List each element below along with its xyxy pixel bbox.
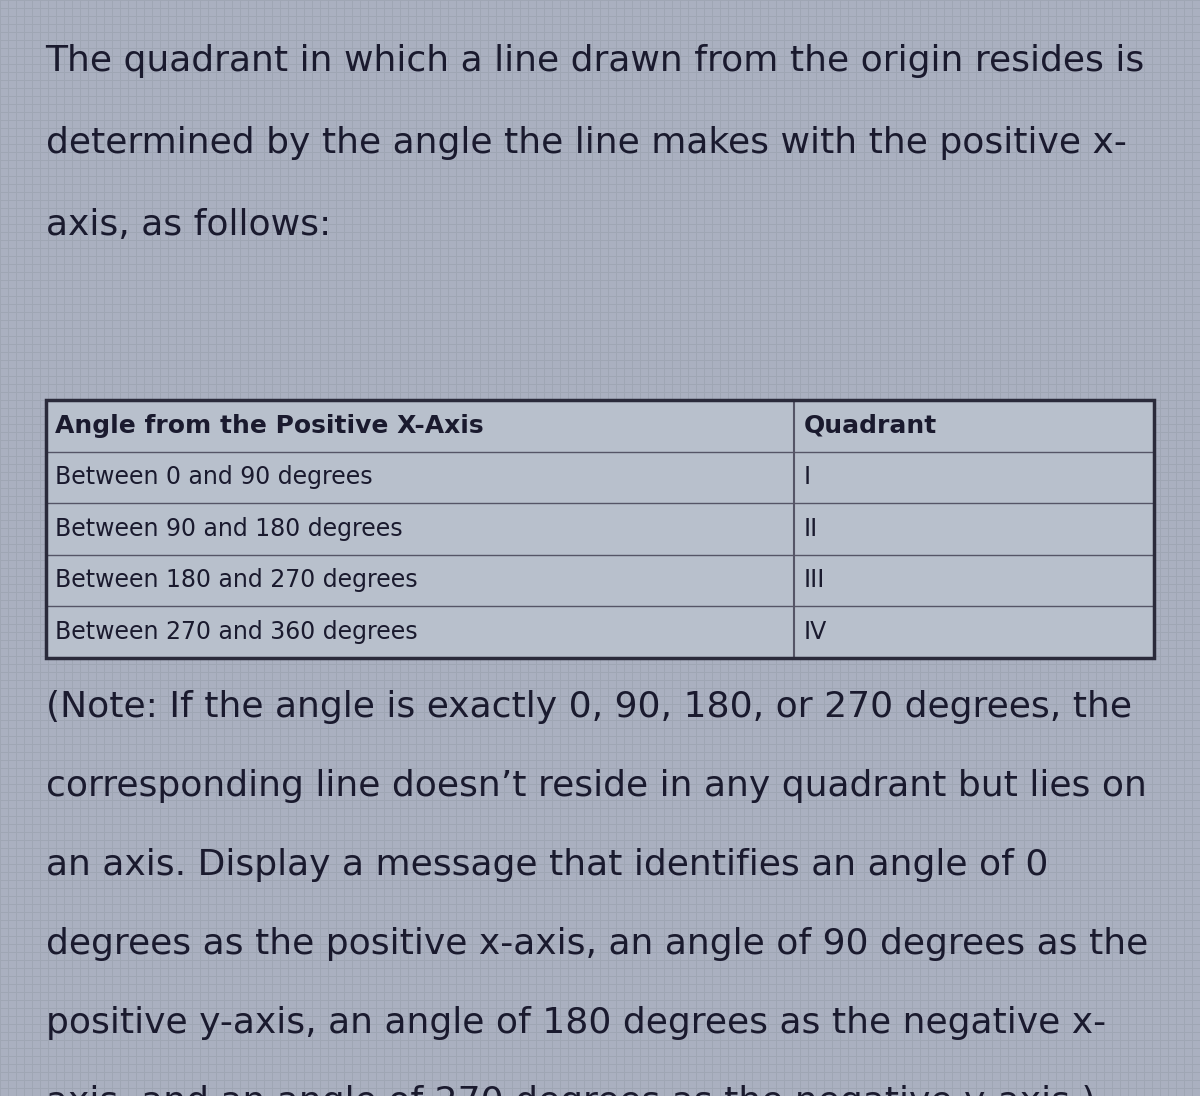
Text: II: II [804,517,818,540]
Text: Between 90 and 180 degrees: Between 90 and 180 degrees [55,517,403,540]
Text: (Note: If the angle is exactly 0, 90, 180, or 270 degrees, the: (Note: If the angle is exactly 0, 90, 18… [46,690,1132,724]
Text: III: III [804,569,826,592]
Text: I: I [804,466,811,489]
Text: positive y-axis, an angle of 180 degrees as the negative x-: positive y-axis, an angle of 180 degrees… [46,1006,1105,1040]
Text: corresponding line doesn’t reside in any quadrant but lies on: corresponding line doesn’t reside in any… [46,769,1146,803]
Bar [46,400,1154,658]
Text: Quadrant: Quadrant [804,414,937,437]
Text: Angle from the Positive X-Axis: Angle from the Positive X-Axis [55,414,484,437]
Text: axis, as follows:: axis, as follows: [46,208,331,242]
Text: Between 0 and 90 degrees: Between 0 and 90 degrees [55,466,373,489]
Text: degrees as the positive x-axis, an angle of 90 degrees as the: degrees as the positive x-axis, an angle… [46,927,1148,961]
Text: axis, and an angle of 270 degrees as the negative y-axis.): axis, and an angle of 270 degrees as the… [46,1085,1096,1096]
Text: determined by the angle the line makes with the positive x-: determined by the angle the line makes w… [46,126,1127,160]
Text: Between 270 and 360 degrees: Between 270 and 360 degrees [55,620,418,643]
Text: Between 180 and 270 degrees: Between 180 and 270 degrees [55,569,418,592]
Text: an axis. Display a message that identifies an angle of 0: an axis. Display a message that identifi… [46,848,1048,882]
Text: IV: IV [804,620,827,643]
Bar [46,400,1154,658]
Text: The quadrant in which a line drawn from the origin resides is: The quadrant in which a line drawn from … [46,44,1145,78]
